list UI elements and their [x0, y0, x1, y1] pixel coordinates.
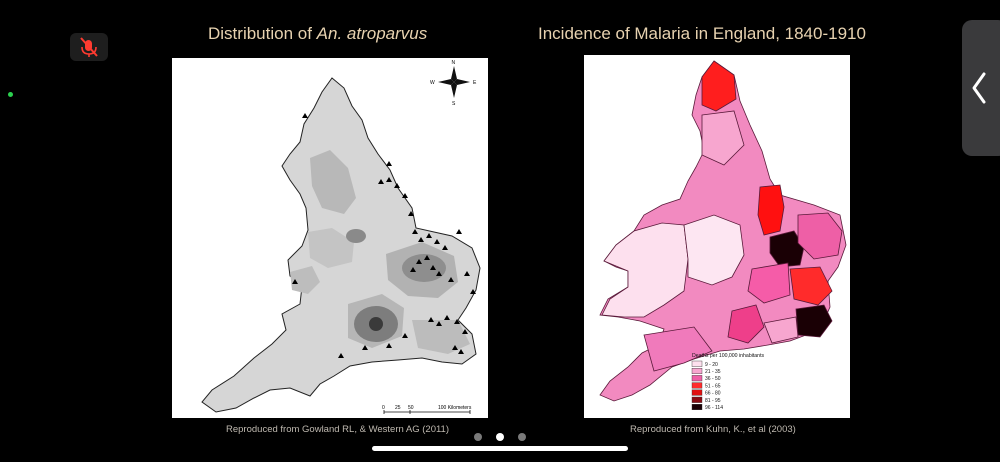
marker: [424, 255, 430, 260]
region-north-light: [701, 110, 745, 166]
marker: [412, 229, 418, 234]
legend-swatch: [691, 382, 703, 389]
marker: [402, 193, 408, 198]
region-sussex: [763, 316, 799, 344]
left-title: Distribution of An. atroparvus: [208, 24, 427, 44]
marker: [362, 345, 368, 350]
legend-label: 81 - 95: [705, 398, 721, 404]
marker: [302, 113, 308, 118]
malaria-incidence-map: Deaths per 100,000 inhabitants 9 - 20 21 …: [584, 55, 850, 418]
region-fens: [769, 230, 805, 268]
marker: [378, 179, 384, 184]
marker: [386, 161, 392, 166]
legend-label: 9 - 20: [705, 362, 718, 368]
scale-label-100: 100 Kilometers: [438, 405, 472, 411]
scale-label-50: 50: [408, 405, 414, 411]
shade-mid-southeast: [412, 320, 470, 354]
scale-bar: 0 25 50 100 Kilometers: [382, 405, 472, 414]
compass-s: S: [452, 101, 456, 107]
marker: [426, 233, 432, 238]
marker: [418, 237, 424, 242]
region-northumberland: [701, 60, 737, 112]
compass-n: N: [452, 60, 456, 66]
legend-label: 66 - 80: [705, 391, 721, 397]
region-norfolk: [797, 212, 843, 260]
shade-mid-west: [290, 266, 320, 294]
marker: [408, 211, 414, 216]
marker: [338, 353, 344, 358]
marker: [444, 315, 450, 320]
page-dot[interactable]: [518, 433, 526, 441]
marker: [470, 289, 476, 294]
region-southwest: [643, 326, 713, 372]
shade-mid-center: [308, 228, 354, 268]
mosquito-distribution-map: N S W E 0 25 50 100 Kilometers: [172, 58, 488, 418]
mic-muted-button[interactable]: [70, 33, 108, 61]
marker: [434, 239, 440, 244]
region-essex: [789, 266, 833, 306]
legend-swatch: [691, 360, 703, 367]
shade-dark-center: [346, 229, 366, 243]
side-panel-handle[interactable]: [962, 20, 1000, 156]
right-credit: Reproduced from Kuhn, K., et al (2003): [630, 424, 796, 435]
left-title-species: An. atroparvus: [316, 24, 428, 43]
marker: [462, 329, 468, 334]
left-credit: Reproduced from Gowland RL, & Western AG…: [226, 424, 450, 435]
marker: [416, 259, 422, 264]
shade-darkest-south: [369, 317, 383, 331]
shade-dark-east: [402, 254, 446, 282]
region-hampshire: [727, 304, 765, 344]
region-lincolnshire: [757, 184, 785, 236]
marker: [386, 343, 392, 348]
legend-swatch: [691, 396, 703, 403]
home-indicator[interactable]: [372, 446, 628, 451]
marker: [456, 229, 462, 234]
marker: [464, 271, 470, 276]
region-thames: [747, 262, 791, 304]
marker: [452, 345, 458, 350]
marker: [394, 183, 400, 188]
marker: [410, 267, 416, 272]
page-dot-active[interactable]: [496, 433, 504, 441]
map-legend: Deaths per 100,000 inhabitants 9 - 2021 …: [691, 353, 765, 411]
marker: [386, 177, 392, 182]
legend-label: 36 - 50: [705, 376, 721, 382]
scale-label-25: 25: [395, 405, 401, 411]
region-wales: [601, 222, 689, 318]
right-title: Incidence of Malaria in England, 1840-19…: [538, 24, 866, 43]
region-kent: [795, 304, 833, 338]
region-midlands-light: [683, 214, 745, 286]
legend-swatch: [691, 368, 703, 375]
page-dot[interactable]: [474, 433, 482, 441]
marker: [436, 271, 442, 276]
marker: [402, 333, 408, 338]
marker: [454, 319, 460, 324]
legend-label: 96 - 114: [705, 405, 723, 411]
compass-w: W: [430, 80, 435, 86]
marker: [448, 277, 454, 282]
compass-e: E: [473, 80, 477, 86]
chevron-left-icon: [972, 72, 986, 104]
legend-swatch: [691, 389, 703, 396]
shade-mid-north: [310, 150, 356, 214]
mosquito-markers: [292, 113, 476, 358]
marker: [436, 321, 442, 326]
left-title-prefix: Distribution of: [208, 24, 317, 43]
legend-swatch: [691, 404, 703, 411]
marker: [292, 279, 298, 284]
legend-label: 51 - 65: [705, 383, 721, 389]
legend-swatch: [691, 375, 703, 382]
legend-label: 21 - 35: [705, 369, 721, 375]
marker: [428, 317, 434, 322]
marker: [430, 265, 436, 270]
scale-label-0: 0: [382, 405, 385, 411]
marker: [442, 245, 448, 250]
legend-title: Deaths per 100,000 inhabitants: [692, 353, 765, 359]
compass-rose-icon: N S W E: [430, 60, 477, 107]
mic-muted-icon: [80, 37, 98, 57]
recording-indicator: [8, 92, 13, 97]
marker: [458, 349, 464, 354]
